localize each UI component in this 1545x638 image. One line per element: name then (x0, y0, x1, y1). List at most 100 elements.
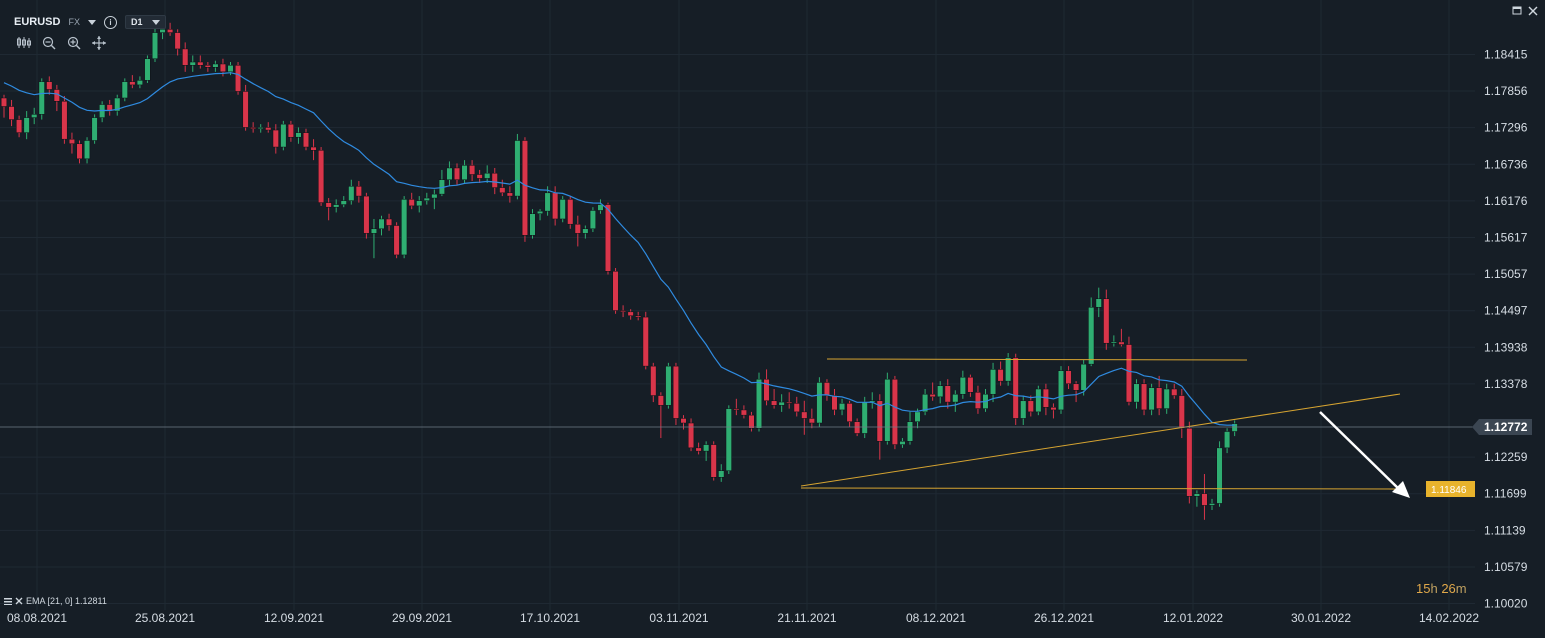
date-tick-label: 30.01.2022 (1291, 611, 1351, 625)
date-tick-label: 08.08.2021 (7, 611, 67, 625)
candle (1224, 428, 1231, 454)
candle (333, 199, 340, 213)
time-axis[interactable]: 08.08.2021 25.08.2021 12.09.2021 29.09.2021… (7, 611, 1479, 625)
drawings[interactable] (0, 358, 1475, 498)
indicator-legend[interactable]: EMA [21, 0] 1.12811 (4, 596, 107, 606)
candle-body (899, 441, 906, 445)
price-axis[interactable]: 1.18415 1.17856 1.17296 1.16736 1.16176 1.156… (1484, 48, 1528, 611)
candle-body (1027, 400, 1034, 413)
candle-body (1080, 363, 1087, 391)
resistance-line[interactable] (826, 358, 1248, 361)
candle (786, 392, 793, 409)
candle-body (589, 210, 596, 230)
candle-style-icon[interactable] (16, 36, 32, 50)
candle (84, 137, 91, 164)
candle-body (952, 393, 959, 403)
candle-body (1065, 370, 1072, 385)
candle (620, 305, 627, 318)
candle-body (1163, 388, 1170, 409)
candle (23, 111, 30, 140)
candle-body (431, 193, 438, 199)
candle (378, 215, 385, 236)
date-tick-label: 26.12.2021 (1034, 611, 1094, 625)
candle (423, 192, 430, 205)
window-controls (1512, 6, 1538, 16)
candle (242, 84, 249, 131)
candle (1065, 366, 1072, 390)
restore-icon[interactable] (1512, 6, 1522, 16)
candle-body (1118, 341, 1125, 345)
candle-body (325, 202, 332, 208)
symbol-label[interactable]: EURUSD (14, 16, 61, 28)
candle-body (582, 228, 589, 234)
candle-body (937, 385, 944, 398)
candle-body (242, 91, 249, 128)
forecast-arrow[interactable] (1319, 411, 1402, 492)
candle-body (990, 369, 997, 395)
crosshair-move-icon[interactable] (91, 36, 107, 50)
candle (597, 199, 604, 214)
symbol-dropdown-icon[interactable] (87, 19, 96, 25)
candle-body (1201, 493, 1208, 506)
countdown-minutes: 26 (1441, 581, 1456, 596)
candle-body (129, 81, 136, 86)
candle-body (212, 63, 219, 68)
candle (174, 29, 181, 56)
candle-body (642, 316, 649, 367)
candle-body (695, 447, 702, 452)
candle (1027, 395, 1034, 417)
price-tick-label: 1.12259 (1484, 450, 1528, 464)
candle-body (544, 192, 551, 212)
candle (136, 76, 143, 89)
candle-body (91, 117, 98, 141)
candle-body (846, 403, 853, 422)
rising-trendline[interactable] (800, 393, 1401, 487)
candle-body (808, 418, 815, 424)
candle (8, 99, 15, 127)
info-icon[interactable]: i (103, 15, 117, 29)
candle-body (703, 444, 710, 452)
candle-body (476, 174, 483, 179)
candle-body (521, 140, 529, 236)
candle-body (801, 411, 808, 419)
candle (1193, 490, 1200, 507)
candle-body (46, 81, 53, 90)
candle (1035, 385, 1042, 416)
timeframe-selector[interactable]: D1 (124, 15, 167, 29)
target-price-tag: 1.11846 (1426, 481, 1475, 497)
indicator-settings-icon[interactable] (4, 597, 12, 605)
support-line[interactable] (800, 487, 1401, 490)
candle-body (204, 65, 211, 68)
candle-body (854, 421, 861, 434)
zoom-in-icon[interactable] (66, 36, 82, 50)
candle (1050, 403, 1057, 419)
candle (1110, 335, 1117, 347)
date-tick-label: 25.08.2021 (135, 611, 195, 625)
indicator-remove-icon[interactable] (15, 597, 23, 605)
candle (61, 96, 68, 144)
candle-body (265, 127, 272, 131)
candle-body (771, 400, 778, 406)
candle (1103, 289, 1110, 350)
candle-body (340, 200, 347, 205)
candle-body (370, 228, 377, 234)
candle (355, 181, 362, 203)
candle-body (302, 132, 310, 148)
candle (937, 381, 944, 404)
candle (1095, 287, 1102, 318)
candle-body (446, 167, 453, 180)
candle-body (612, 271, 619, 311)
candle-body (786, 401, 793, 404)
chart-header: EURUSD FX i D1 (14, 12, 167, 32)
close-icon[interactable] (1528, 6, 1538, 16)
candle-body (114, 97, 121, 112)
candle-body (174, 32, 181, 50)
zoom-out-icon[interactable] (41, 36, 57, 50)
price-tick-label: 1.15617 (1484, 230, 1528, 244)
candle (129, 75, 136, 89)
candle (1057, 366, 1065, 414)
candle (718, 464, 725, 482)
candle (1118, 328, 1125, 347)
